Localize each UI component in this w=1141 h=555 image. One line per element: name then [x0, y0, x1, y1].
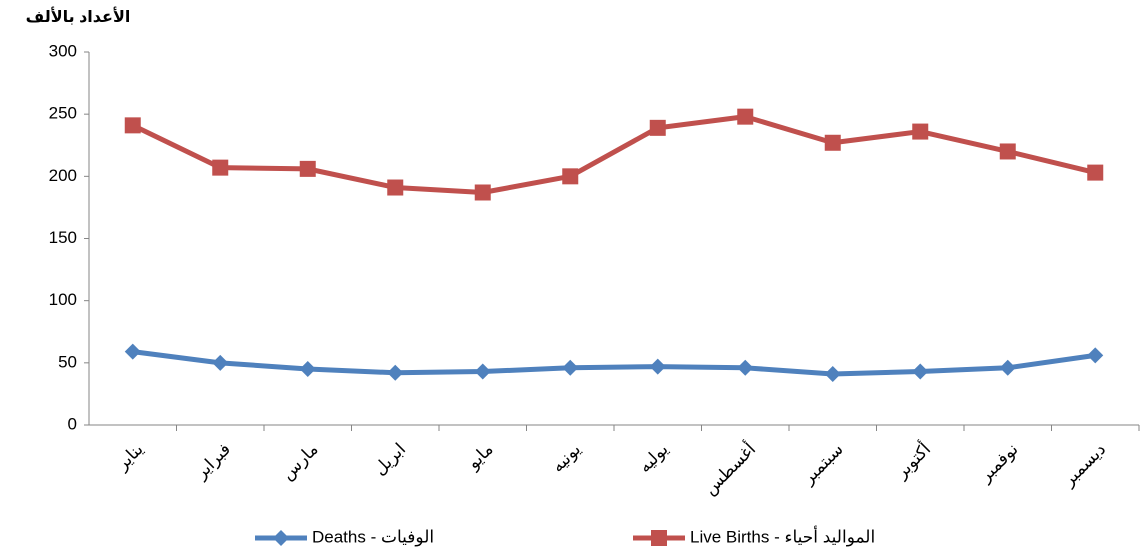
- series-line: [131, 114, 1096, 195]
- point: [387, 364, 404, 381]
- point: [999, 143, 1016, 160]
- y-axis-label: الأعداد بالألف: [26, 7, 131, 26]
- point: [912, 363, 929, 380]
- point: [124, 343, 141, 360]
- point: [212, 159, 229, 176]
- x-tick-label: ديسمبر: [1058, 440, 1109, 491]
- point: [1087, 347, 1104, 364]
- point: [999, 359, 1016, 376]
- point: [387, 179, 404, 196]
- x-tick-label: أكتوبر: [890, 438, 934, 482]
- point: [299, 160, 316, 177]
- point: [824, 366, 841, 383]
- point: [651, 530, 667, 546]
- series-line: [132, 349, 1096, 377]
- point: [737, 108, 754, 125]
- point: [649, 358, 666, 375]
- point: [562, 168, 579, 185]
- x-tick-label: سبتمبر: [798, 440, 847, 489]
- x-tick-label: فبراير: [191, 440, 234, 483]
- x-tick-label: يوليه: [635, 439, 672, 476]
- x-tick-label: مايو: [463, 440, 497, 474]
- y-tick-label: 50: [58, 352, 77, 371]
- point: [212, 354, 229, 371]
- point: [474, 184, 491, 201]
- x-tick-label: نوفمبر: [975, 440, 1022, 487]
- y-tick-label: 200: [49, 166, 77, 185]
- x-tick-label: ابريل: [370, 440, 409, 479]
- y-tick-label: 150: [49, 228, 77, 247]
- point: [562, 359, 579, 376]
- point: [824, 134, 841, 151]
- y-tick-label: 0: [68, 414, 77, 433]
- point: [124, 117, 141, 134]
- point: [912, 123, 929, 140]
- legend-label: المواليد أحياء - Live Births: [690, 525, 875, 546]
- y-tick-label: 250: [49, 104, 77, 123]
- point: [737, 359, 754, 376]
- x-tick-label: يونيه: [548, 439, 585, 476]
- series: [124, 343, 1104, 383]
- series: [124, 108, 1104, 201]
- point: [299, 361, 316, 378]
- x-tick-label: أغسطس: [699, 438, 759, 498]
- point: [474, 363, 491, 380]
- point: [649, 119, 666, 136]
- point: [1087, 164, 1104, 181]
- x-tick-label: مارس: [278, 440, 322, 484]
- x-tick-label: يناير: [112, 439, 147, 474]
- y-tick-label: 300: [49, 41, 77, 60]
- point: [273, 530, 289, 546]
- legend-label: الوفيات - Deaths: [312, 527, 434, 546]
- y-tick-label: 100: [49, 290, 77, 309]
